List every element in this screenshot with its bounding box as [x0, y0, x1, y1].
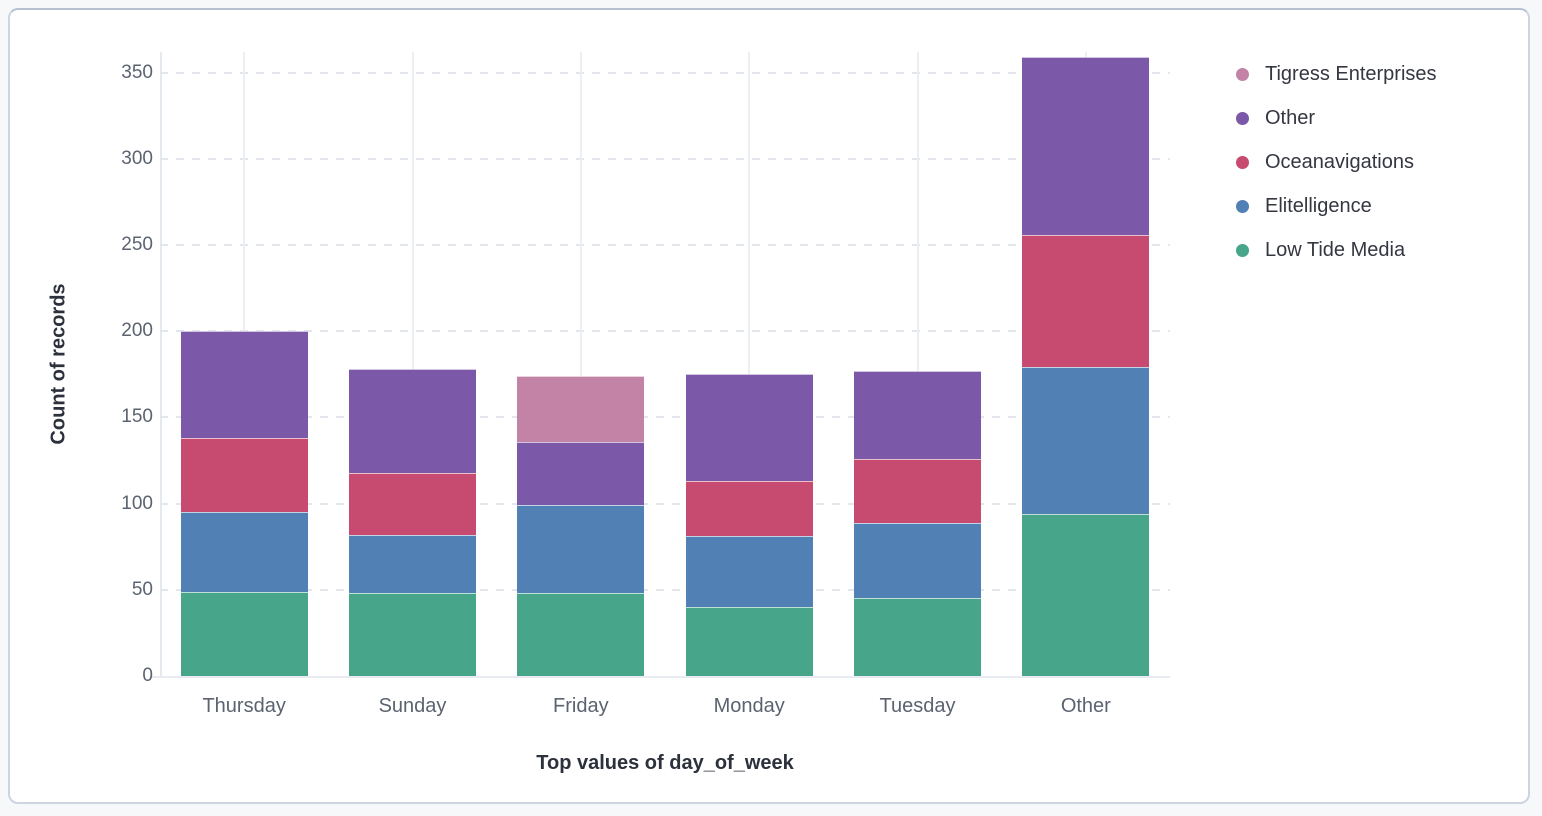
- y-tick-label-200: 200: [121, 320, 153, 342]
- bar-segment-monday-oceanavigations[interactable]: [685, 481, 813, 537]
- chart-panel: Count of records Top values of day_of_we…: [8, 8, 1530, 804]
- gridline-x-tuesday: [916, 52, 919, 676]
- bar-monday: [685, 374, 813, 676]
- bar-segment-sunday-elitelligence[interactable]: [349, 534, 476, 594]
- bar-sunday: [349, 369, 476, 676]
- legend-item-label: Tigress Enterprises: [1265, 63, 1437, 85]
- x-category-label-tuesday: Tuesday: [879, 695, 956, 717]
- bar-segment-tuesday-other[interactable]: [854, 370, 981, 459]
- bar-friday: [517, 376, 645, 676]
- bar-segment-thursday-elitelligence[interactable]: [180, 512, 308, 592]
- bar-segment-thursday-other[interactable]: [180, 331, 308, 439]
- bar-segment-other-low-tide-media[interactable]: [1022, 513, 1150, 676]
- legend-item-tigress-enterprises[interactable]: Tigress Enterprises: [1236, 62, 1437, 86]
- legend-color-dot-icon: [1236, 111, 1249, 125]
- y-tick-label-100: 100: [121, 492, 153, 514]
- gridline-x-friday: [579, 52, 582, 676]
- gridline-x-sunday: [411, 52, 414, 676]
- legend-item-elitelligence[interactable]: Elitelligence: [1236, 194, 1437, 218]
- bar-segment-friday-tigress-enterprises[interactable]: [517, 376, 645, 442]
- gridline-y-50: [160, 588, 1170, 591]
- bar-segment-friday-other[interactable]: [517, 441, 645, 506]
- x-category-label-friday: Friday: [553, 695, 609, 717]
- y-axis-line: [160, 52, 162, 676]
- y-tick-label-50: 50: [131, 578, 153, 600]
- bar-segment-monday-other[interactable]: [685, 374, 813, 482]
- bar-segment-tuesday-oceanavigations[interactable]: [854, 458, 981, 523]
- gridline-y-200: [160, 330, 1170, 333]
- bar-segment-monday-low-tide-media[interactable]: [685, 607, 813, 676]
- legend-item-oceanavigations[interactable]: Oceanavigations: [1236, 150, 1437, 174]
- bar-segment-other-elitelligence[interactable]: [1022, 367, 1150, 514]
- bar-segment-thursday-low-tide-media[interactable]: [180, 591, 308, 676]
- legend-color-dot-icon: [1236, 155, 1249, 169]
- bar-segment-tuesday-low-tide-media[interactable]: [854, 598, 981, 676]
- bar-segment-friday-low-tide-media[interactable]: [517, 593, 645, 676]
- y-tick-label-300: 300: [121, 147, 153, 169]
- legend: Tigress Enterprises Other Oceanavigations E…: [1236, 62, 1437, 262]
- legend-color-dot-icon: [1236, 199, 1249, 213]
- gridline-y-350: [160, 71, 1170, 74]
- y-tick-label-350: 350: [121, 61, 153, 83]
- bar-segment-monday-elitelligence[interactable]: [685, 536, 813, 608]
- y-tick-label-150: 150: [121, 406, 153, 428]
- bar-segment-tuesday-elitelligence[interactable]: [854, 522, 981, 599]
- bar-segment-friday-elitelligence[interactable]: [517, 505, 645, 594]
- y-tick-label-250: 250: [121, 234, 153, 256]
- bar-segment-sunday-oceanavigations[interactable]: [349, 472, 476, 535]
- bar-segment-sunday-low-tide-media[interactable]: [349, 593, 476, 676]
- bar-thursday: [180, 331, 308, 676]
- bar-segment-other-oceanavigations[interactable]: [1022, 234, 1150, 368]
- bar-other: [1022, 57, 1150, 676]
- legend-item-label: Other: [1265, 107, 1316, 129]
- legend-item-low-tide-media[interactable]: Low Tide Media: [1236, 238, 1437, 262]
- y-tick-label-0: 0: [142, 665, 153, 686]
- x-axis-line: [151, 676, 1170, 678]
- bar-segment-sunday-other[interactable]: [349, 369, 476, 473]
- legend-item-label: Oceanavigations: [1265, 151, 1414, 173]
- legend-item-label: Low Tide Media: [1265, 239, 1406, 261]
- legend-item-other[interactable]: Other: [1236, 106, 1437, 130]
- legend-color-dot-icon: [1236, 67, 1249, 81]
- x-category-label-other: Other: [1060, 695, 1111, 717]
- x-axis-title: Top values of day_of_week: [536, 752, 794, 774]
- bar-segment-other-other[interactable]: [1022, 57, 1150, 235]
- x-category-label-monday: Monday: [713, 695, 785, 717]
- gridline-y-250: [160, 244, 1170, 247]
- bar-segment-thursday-oceanavigations[interactable]: [180, 438, 308, 513]
- legend-color-dot-icon: [1236, 243, 1249, 257]
- x-category-label-thursday: Thursday: [202, 695, 286, 717]
- x-category-label-sunday: Sunday: [378, 695, 447, 717]
- legend-item-label: Elitelligence: [1265, 195, 1372, 217]
- gridline-y-100: [160, 502, 1170, 505]
- gridline-y-150: [160, 416, 1170, 419]
- bar-tuesday: [854, 370, 981, 676]
- gridline-x-monday: [748, 52, 751, 676]
- gridline-y-300: [160, 157, 1170, 160]
- plot-area: [151, 52, 1170, 678]
